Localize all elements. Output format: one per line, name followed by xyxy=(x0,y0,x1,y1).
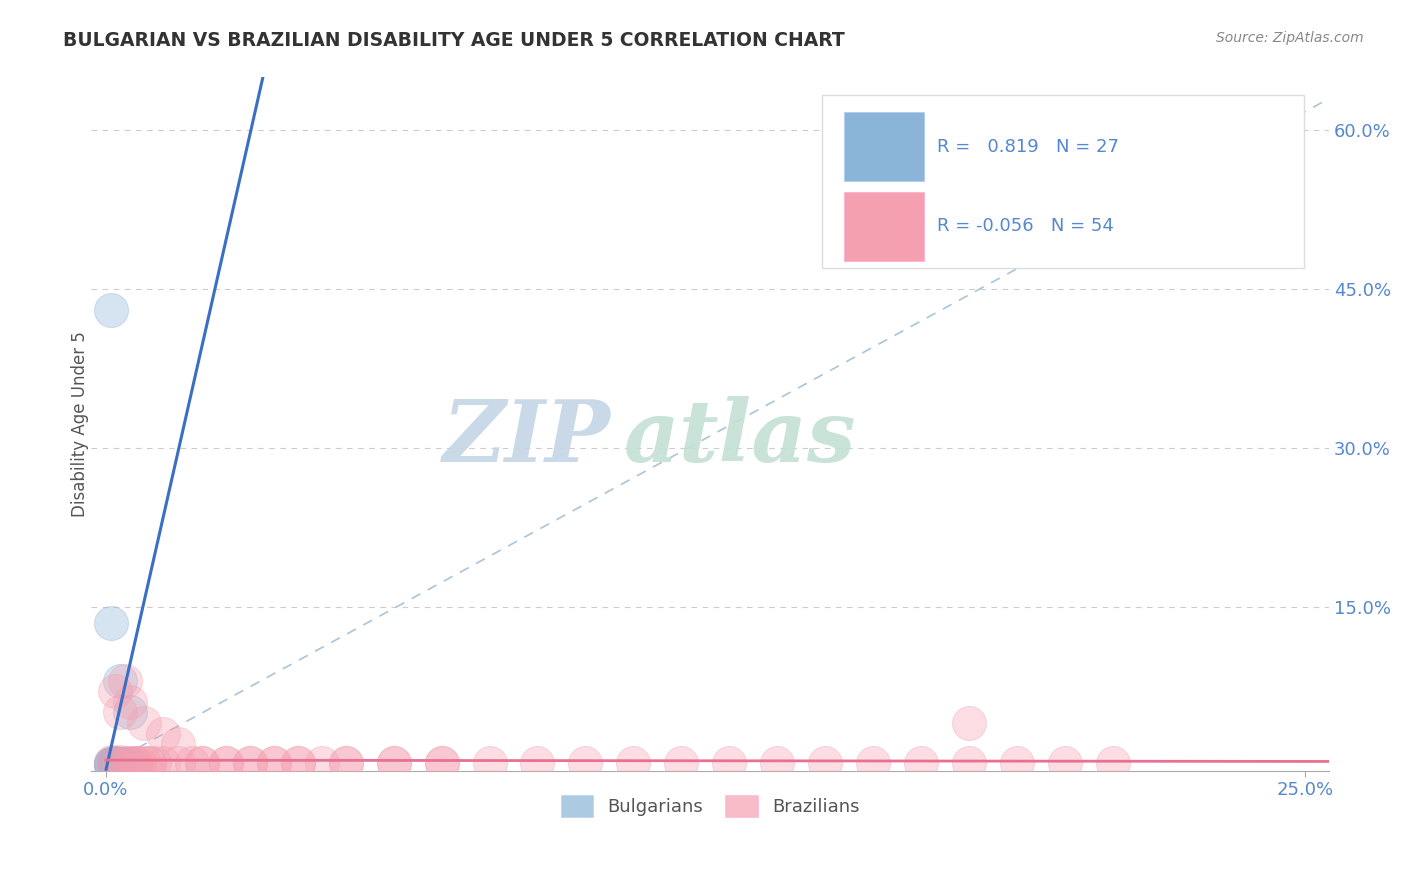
Text: ZIP: ZIP xyxy=(443,396,612,480)
Point xyxy=(263,756,285,771)
Point xyxy=(671,756,693,771)
Point xyxy=(104,757,127,772)
Point xyxy=(104,757,127,772)
Point xyxy=(142,756,165,771)
Point xyxy=(124,756,146,771)
Point xyxy=(718,756,741,771)
Point xyxy=(574,756,596,771)
Point xyxy=(526,756,548,771)
Point xyxy=(118,757,141,772)
Legend: Bulgarians, Brazilians: Bulgarians, Brazilians xyxy=(554,788,868,824)
Point xyxy=(1005,756,1028,771)
Point xyxy=(138,756,160,771)
Point xyxy=(166,756,188,771)
Point xyxy=(108,706,131,720)
Text: R =   0.819   N = 27: R = 0.819 N = 27 xyxy=(936,137,1119,156)
Point xyxy=(766,756,789,771)
Point xyxy=(104,757,127,772)
Point xyxy=(114,673,136,688)
Point xyxy=(104,756,127,771)
Point xyxy=(623,756,645,771)
Point xyxy=(382,756,405,771)
Point xyxy=(100,756,122,770)
Point xyxy=(814,756,837,771)
Point xyxy=(335,756,357,771)
Point xyxy=(118,695,141,709)
Point xyxy=(118,756,141,771)
Point xyxy=(239,756,262,771)
Point xyxy=(108,757,131,772)
FancyBboxPatch shape xyxy=(844,112,924,181)
Point xyxy=(100,757,122,772)
Point xyxy=(108,757,131,772)
Point xyxy=(114,757,136,772)
Point xyxy=(910,756,932,771)
Point xyxy=(118,757,141,772)
Point xyxy=(190,756,212,771)
Point xyxy=(108,757,131,772)
Point xyxy=(108,673,131,688)
Point xyxy=(190,756,212,771)
Point xyxy=(114,756,136,771)
Point xyxy=(311,756,333,771)
Point xyxy=(108,756,131,770)
Point xyxy=(215,756,238,771)
Point xyxy=(287,756,309,771)
Point xyxy=(152,756,174,771)
Point xyxy=(134,716,156,731)
Point xyxy=(134,756,156,771)
Point xyxy=(104,757,127,772)
Point xyxy=(138,756,160,771)
Point xyxy=(118,706,141,720)
Point xyxy=(108,757,131,772)
Point xyxy=(181,756,204,771)
Point xyxy=(430,756,453,771)
Point xyxy=(104,757,127,772)
Point xyxy=(128,756,150,771)
Point xyxy=(108,757,131,772)
Point xyxy=(166,737,188,751)
Point xyxy=(104,757,127,772)
Point xyxy=(108,757,131,772)
Point xyxy=(104,684,127,698)
Point xyxy=(100,615,122,630)
Point xyxy=(1102,756,1125,771)
Text: R = -0.056   N = 54: R = -0.056 N = 54 xyxy=(936,218,1114,235)
Point xyxy=(957,716,980,731)
Y-axis label: Disability Age Under 5: Disability Age Under 5 xyxy=(72,331,89,517)
Point xyxy=(1054,756,1077,771)
Point xyxy=(124,757,146,772)
Point xyxy=(100,757,122,772)
Point xyxy=(100,757,122,772)
Point xyxy=(104,756,127,771)
Point xyxy=(335,756,357,771)
Point xyxy=(124,756,146,771)
Point xyxy=(263,756,285,771)
Point xyxy=(114,757,136,772)
Point xyxy=(108,757,131,772)
Text: BULGARIAN VS BRAZILIAN DISABILITY AGE UNDER 5 CORRELATION CHART: BULGARIAN VS BRAZILIAN DISABILITY AGE UN… xyxy=(63,31,845,50)
FancyBboxPatch shape xyxy=(821,95,1305,268)
Point xyxy=(239,756,262,771)
Point xyxy=(152,726,174,740)
Point xyxy=(100,757,122,772)
Point xyxy=(215,756,238,771)
Text: atlas: atlas xyxy=(623,396,856,480)
FancyBboxPatch shape xyxy=(844,192,924,261)
Point xyxy=(100,303,122,318)
Point xyxy=(287,756,309,771)
Text: Source: ZipAtlas.com: Source: ZipAtlas.com xyxy=(1216,31,1364,45)
Point xyxy=(478,756,501,771)
Point xyxy=(430,756,453,771)
Point xyxy=(104,757,127,772)
Point xyxy=(862,756,884,771)
Point xyxy=(114,757,136,772)
Point xyxy=(957,756,980,771)
Point xyxy=(382,756,405,771)
